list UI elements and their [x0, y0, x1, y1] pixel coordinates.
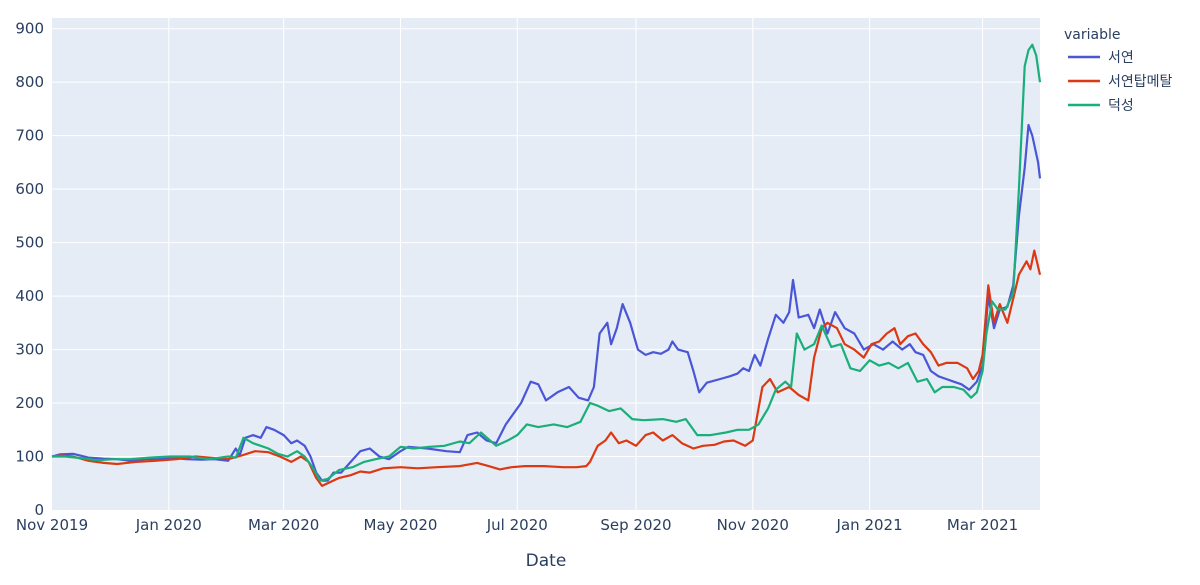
- x-tick-label: Nov 2019: [16, 516, 88, 534]
- legend-title: variable: [1064, 27, 1120, 43]
- y-axis-tick-labels: 0 100 200 300 400 500 600 700 800 900: [15, 20, 44, 519]
- x-tick-label: Mar 2021: [947, 516, 1018, 534]
- y-tick-label: 600: [15, 180, 44, 198]
- y-tick-label: 900: [15, 20, 44, 38]
- y-gridlines: [52, 28, 1040, 458]
- series-lines: [51, 43, 1042, 487]
- plot-background: [52, 18, 1040, 510]
- y-tick-label: 500: [15, 234, 44, 252]
- y-tick-label: 400: [15, 287, 44, 305]
- y-tick-label: 0: [34, 501, 44, 519]
- x-tick-label: Jan 2020: [135, 516, 202, 534]
- x-tick-label: Sep 2020: [600, 516, 671, 534]
- y-tick-label: 800: [15, 73, 44, 91]
- x-tick-label: Jul 2020: [486, 516, 548, 534]
- series-line: [51, 249, 1042, 487]
- x-tick-label: Jan 2021: [836, 516, 903, 534]
- y-tick-label: 300: [15, 341, 44, 359]
- x-tick-label: Mar 2020: [248, 516, 319, 534]
- y-tick-label: 700: [15, 127, 44, 145]
- legend-label[interactable]: 덕성: [1108, 98, 1134, 114]
- x-tick-label: Nov 2020: [717, 516, 789, 534]
- series-line: [51, 123, 1042, 482]
- y-tick-label: 100: [15, 448, 44, 466]
- x-axis-title: Date: [526, 551, 567, 571]
- x-tick-label: May 2020: [364, 516, 438, 534]
- x-gridlines: [168, 18, 984, 510]
- x-axis-tick-labels: Nov 2019 Jan 2020 Mar 2020 May 2020 Jul 2020…: [16, 516, 1018, 534]
- series-line: [52, 43, 1042, 482]
- y-tick-label: 200: [15, 394, 44, 412]
- legend-label[interactable]: 서연: [1108, 50, 1134, 66]
- legend-label[interactable]: 서연탑메탈: [1108, 74, 1173, 90]
